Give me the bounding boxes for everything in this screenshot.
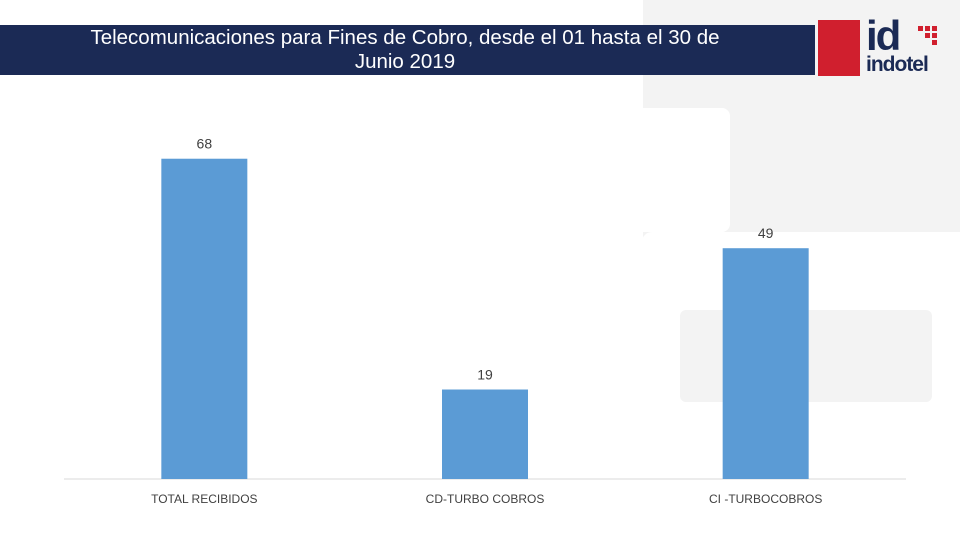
category-label: CI -TURBOCOBROS	[709, 492, 822, 506]
title-line-1: Telecomunicaciones para Fines de Cobro, …	[90, 26, 720, 49]
data-label: 19	[477, 367, 493, 383]
bar	[161, 158, 248, 479]
page-title: Telecomunicaciones para Fines de Cobro, …	[0, 25, 810, 75]
indotel-logo: id indotel	[818, 12, 944, 76]
title-bar: Telecomunicaciones para Fines de Cobro, …	[0, 25, 815, 75]
title-line-2: Junio 2019	[354, 50, 456, 73]
logo-wordmark: indotel	[866, 53, 929, 76]
bar	[442, 389, 528, 479]
watermark-shape	[642, 108, 730, 232]
logo-red-block	[818, 20, 860, 76]
logo-dots-icon	[918, 26, 937, 45]
category-label: CD-TURBO COBROS	[426, 492, 545, 506]
logo-mark: id	[866, 12, 901, 59]
data-label: 68	[197, 136, 213, 152]
bar	[722, 248, 809, 479]
data-label: 49	[758, 225, 774, 241]
category-label: TOTAL RECIBIDOS	[151, 492, 257, 506]
